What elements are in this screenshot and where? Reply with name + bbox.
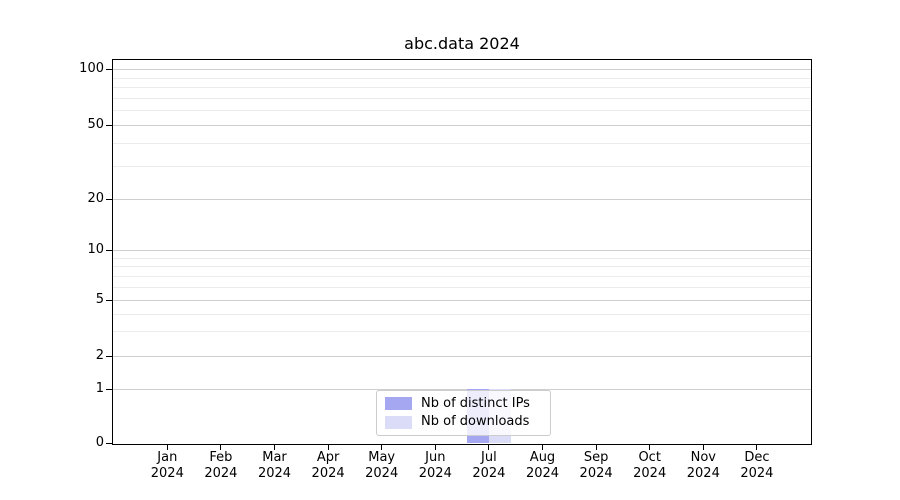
gridline-minor <box>113 314 811 315</box>
y-tick-label: 0 <box>95 435 104 450</box>
x-axis-tick <box>274 445 275 450</box>
gridline-minor <box>113 87 811 88</box>
gridline-major <box>113 199 811 200</box>
gridline-major <box>113 250 811 251</box>
x-tick-label: Jul 2024 <box>472 450 506 481</box>
x-tick-label: Jan 2024 <box>150 450 184 481</box>
legend-swatch-distinct-ips-icon <box>385 397 412 411</box>
x-tick-label: Sep 2024 <box>579 450 613 481</box>
legend: Nb of distinct IPs Nb of downloads <box>376 390 551 436</box>
legend-label-distinct-ips: Nb of distinct IPs <box>421 395 530 411</box>
x-axis-tick <box>649 445 651 450</box>
y-tick-label: 1 <box>95 381 104 396</box>
y-axis-tick <box>106 356 112 357</box>
gridline-minor <box>113 143 811 144</box>
gridline-minor <box>113 78 811 79</box>
y-tick-label: 20 <box>87 191 104 206</box>
legend-label-downloads: Nb of downloads <box>421 414 530 430</box>
y-tick-label: 10 <box>87 242 104 257</box>
gridline-minor <box>113 166 811 167</box>
gridline-minor <box>113 331 811 332</box>
x-axis-tick <box>434 445 436 450</box>
x-axis-tick <box>327 445 329 450</box>
y-axis-tick <box>106 250 112 251</box>
y-axis-tick <box>106 443 112 444</box>
y-tick-label: 2 <box>95 348 104 363</box>
y-axis-tick <box>106 389 112 390</box>
x-tick-label: Oct 2024 <box>633 450 667 481</box>
legend-item-downloads: Nb of downloads <box>385 414 542 430</box>
x-axis-tick <box>220 445 222 450</box>
gridline-major <box>113 300 811 301</box>
legend-swatch-downloads-icon <box>385 415 412 429</box>
gridline-minor <box>113 110 811 111</box>
x-tick-label: Feb 2024 <box>204 450 238 481</box>
x-tick-label: Dec 2024 <box>740 450 774 481</box>
x-tick-label: Apr 2024 <box>311 450 345 481</box>
x-axis-tick <box>488 445 490 450</box>
y-tick-label: 5 <box>95 292 104 307</box>
y-tick-label: 100 <box>79 61 104 76</box>
x-tick-label: Nov 2024 <box>686 450 720 481</box>
x-axis-tick <box>595 445 597 450</box>
x-axis-tick <box>702 445 704 450</box>
x-tick-label: Mar 2024 <box>257 450 292 481</box>
x-tick-label: May 2024 <box>365 450 399 481</box>
y-axis-tick <box>106 125 112 126</box>
gridline-minor <box>113 287 811 288</box>
x-tick-label: Jun 2024 <box>418 450 452 481</box>
y-axis-tick <box>106 69 112 70</box>
plot-area <box>112 59 812 445</box>
gridline-major <box>113 69 811 70</box>
legend-item-distinct-ips: Nb of distinct IPs <box>385 396 542 412</box>
x-axis-tick <box>756 445 758 450</box>
gridline-major <box>113 389 811 390</box>
gridline-minor <box>113 258 811 259</box>
x-axis-tick <box>542 445 543 450</box>
x-axis-tick <box>166 445 168 450</box>
gridline-major <box>113 356 811 357</box>
chart-title: abc.data 2024 <box>404 34 520 53</box>
gridline-minor <box>113 266 811 267</box>
x-axis-tick <box>381 445 383 450</box>
gridline-minor <box>113 98 811 99</box>
x-tick-label: Aug 2024 <box>525 450 560 481</box>
gridline-minor <box>113 276 811 277</box>
y-axis-tick <box>106 199 112 200</box>
gridline-major <box>113 125 811 126</box>
y-axis-tick <box>106 300 112 301</box>
y-tick-label: 50 <box>87 117 104 132</box>
